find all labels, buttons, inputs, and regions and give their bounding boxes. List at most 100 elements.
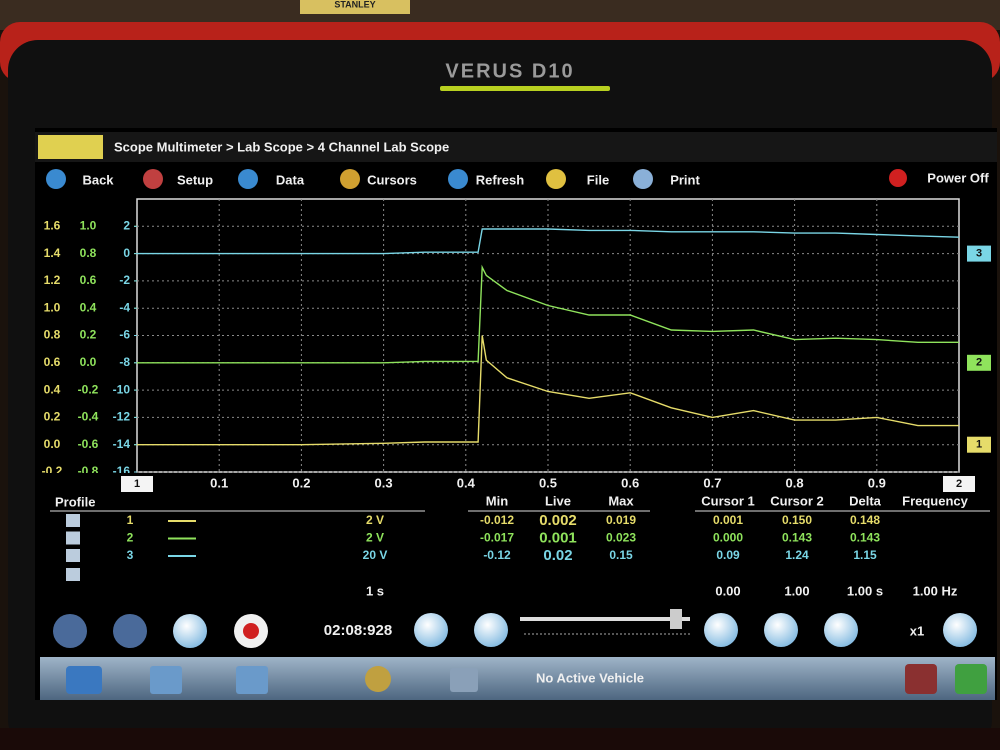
toolbar-button[interactable]: Back xyxy=(82,172,114,187)
scale: 20 V xyxy=(363,548,388,562)
power-off[interactable]: Power Off xyxy=(927,170,989,185)
slider[interactable] xyxy=(520,617,690,621)
scale: 2 V xyxy=(366,513,384,527)
toolbar-icon xyxy=(143,169,163,189)
record-dot xyxy=(243,623,259,639)
play-button[interactable] xyxy=(173,614,207,648)
y-tick-label: 0.4 xyxy=(80,300,97,314)
label-box xyxy=(300,0,410,14)
power-led xyxy=(440,86,610,91)
forward-button[interactable] xyxy=(704,613,738,647)
y-tick-label: 0.2 xyxy=(44,410,61,424)
x-tick-label: 0.5 xyxy=(539,475,557,490)
y-tick-label: 0.0 xyxy=(80,355,97,369)
y-tick-label: 1.4 xyxy=(44,246,61,260)
x-tick-label: 0.6 xyxy=(621,475,639,490)
time: 02:08:928 xyxy=(324,622,392,639)
zoom: x1 xyxy=(910,623,924,638)
background-label: STANLEY xyxy=(334,0,375,9)
channel-marker-box[interactable] xyxy=(967,245,991,262)
app-icon[interactable] xyxy=(150,666,182,694)
eye-icon[interactable] xyxy=(66,531,80,545)
y-tick-label: 0.6 xyxy=(44,355,61,369)
stop-button[interactable] xyxy=(113,614,147,648)
x-tick-label: 0.9 xyxy=(868,475,886,490)
app-icon[interactable] xyxy=(905,664,937,694)
measurement: 0.148 xyxy=(850,513,880,527)
y-tick-label: 1.6 xyxy=(44,218,61,232)
toolbar-button[interactable]: File xyxy=(587,172,609,187)
app-icon[interactable] xyxy=(236,666,268,694)
y-tick-label: 1.0 xyxy=(44,300,61,314)
x-tick-label: 0.1 xyxy=(210,475,228,490)
eye-icon[interactable] xyxy=(66,568,80,581)
app-icon[interactable] xyxy=(955,664,987,694)
cursor-marker: 2 xyxy=(956,478,962,490)
eye-icon[interactable] xyxy=(66,514,80,527)
footer-value: 1.00 s xyxy=(847,583,883,598)
toolbar-button[interactable]: Setup xyxy=(177,172,213,187)
toolbar-button[interactable]: Data xyxy=(276,172,305,187)
channel-marker-box[interactable] xyxy=(967,354,991,371)
column-header: Min xyxy=(486,493,508,508)
y-tick-label: -2 xyxy=(119,273,130,287)
channel-marker: 1 xyxy=(976,439,982,451)
measurement: 1.15 xyxy=(853,548,877,562)
x-tick-label: 0.7 xyxy=(703,475,721,490)
y-tick-label: -0.6 xyxy=(78,437,99,451)
fast-forward-button[interactable] xyxy=(764,613,798,647)
fit-button[interactable] xyxy=(824,613,858,647)
x-tick-label: 0.8 xyxy=(786,475,804,490)
app-icon[interactable] xyxy=(365,666,391,692)
home-badge[interactable] xyxy=(38,135,103,159)
y-tick-label: 2 xyxy=(123,218,130,232)
power-icon[interactable] xyxy=(889,169,907,187)
channel: 3 xyxy=(127,548,134,562)
y-tick-label: -4 xyxy=(119,300,130,314)
app-icon[interactable] xyxy=(450,668,478,692)
toolbar-button[interactable]: Refresh xyxy=(476,172,524,187)
toolbar-icon xyxy=(546,169,566,189)
back-button[interactable] xyxy=(474,613,508,647)
y-tick-label: -6 xyxy=(119,328,130,342)
eye-icon[interactable] xyxy=(66,549,80,562)
trace xyxy=(137,264,959,364)
y-tick-label: -14 xyxy=(113,437,131,451)
breadcrumb: Scope Multimeter > Lab Scope > 4 Channel… xyxy=(114,139,449,154)
x-axis-strip xyxy=(40,473,995,493)
cursor-marker-box[interactable] xyxy=(943,476,975,492)
measurement: -0.012 xyxy=(480,513,514,527)
y-tick-label: 0.4 xyxy=(44,382,61,396)
toolbar-button[interactable]: Cursors xyxy=(367,172,417,187)
taskbar xyxy=(40,657,995,700)
channel-marker: 2 xyxy=(976,357,982,369)
y-tick-label: -8 xyxy=(119,355,130,369)
trace xyxy=(137,228,960,255)
slider-thumb[interactable] xyxy=(670,609,682,629)
controls: 02:08:928 x1 xyxy=(53,609,977,648)
zoom-button[interactable] xyxy=(943,613,977,647)
rewind-button[interactable] xyxy=(414,613,448,647)
measurement: 0.000 xyxy=(713,531,743,545)
y-tick-label: 0.6 xyxy=(80,273,97,287)
brand: VERUS D10 xyxy=(445,60,574,82)
scope-plot: -0.20.00.20.40.60.81.01.21.41.6-0.8-0.6-… xyxy=(40,198,995,493)
camera-button[interactable] xyxy=(53,614,87,648)
y-tick-label: 0 xyxy=(123,246,130,260)
home-icon[interactable] xyxy=(66,666,102,694)
y-tick-label: 0.0 xyxy=(44,437,61,451)
y-tick-label: 0.8 xyxy=(80,246,97,260)
measurement: 0.023 xyxy=(606,531,636,545)
status: No Active Vehicle xyxy=(536,670,644,685)
measurement: 0.143 xyxy=(850,531,880,545)
toolbar-button[interactable]: Print xyxy=(670,172,700,187)
profile-table: Profile Min Live Max Cursor 1 Cursor 2 Delta Fr… xyxy=(50,493,990,598)
channel-marker-box[interactable] xyxy=(967,436,991,453)
cursor-marker-box[interactable] xyxy=(121,476,153,492)
channel: 1 xyxy=(127,513,134,527)
footer-value: 1.00 xyxy=(784,583,809,598)
toolbar-icon xyxy=(46,169,66,189)
measurement: -0.017 xyxy=(480,531,514,545)
